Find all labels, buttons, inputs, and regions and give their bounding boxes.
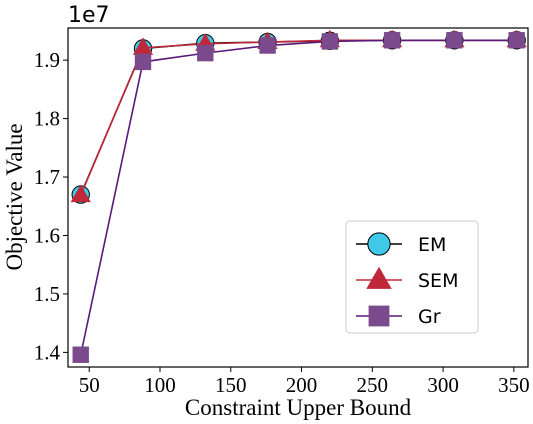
data-point-gr — [321, 33, 339, 50]
legend-marker-gr — [368, 305, 390, 327]
x-tick-label: 200 — [286, 373, 318, 397]
x-tick-label: 50 — [79, 373, 100, 397]
legend-marker-sem — [366, 266, 392, 289]
legend-item-em: EM — [356, 232, 446, 256]
data-point-gr — [72, 346, 89, 363]
data-point-gr — [134, 53, 152, 71]
data-point-sem — [70, 184, 91, 203]
data-point-gr — [446, 32, 463, 49]
x-axis-label: Constraint Upper Bound — [185, 395, 412, 420]
y-tick-label: 1.9 — [34, 48, 60, 72]
y-axis-label: Objective Value — [2, 123, 27, 270]
y-tick-label: 1.4 — [34, 340, 61, 364]
data-point-gr — [383, 32, 401, 49]
series-gr — [72, 32, 525, 363]
plot-frame — [67, 27, 529, 368]
y-tick-label: 1.5 — [34, 282, 60, 306]
series-line-gr — [79, 39, 517, 355]
y-tick-label: 1.7 — [34, 165, 60, 189]
legend-item-sem: SEM — [356, 266, 458, 292]
data-point-gr — [197, 44, 214, 62]
y-tick-label: 1.6 — [34, 223, 60, 247]
y-tick-label: 1.8 — [34, 107, 60, 131]
x-tick-label: 100 — [144, 373, 176, 397]
x-tick-label: 350 — [498, 373, 530, 397]
legend-label: EM — [418, 234, 446, 256]
legend: EM SEM Gr — [345, 220, 479, 334]
x-tick-label: 150 — [215, 373, 247, 397]
legend-item-gr: Gr — [356, 305, 441, 328]
data-point-gr — [259, 37, 276, 54]
y-scale-label: 1e7 — [68, 3, 110, 28]
legend-label: SEM — [418, 270, 458, 292]
x-tick-label: 250 — [357, 373, 389, 397]
legend-marker-em — [367, 232, 391, 256]
data-point-gr — [508, 32, 525, 49]
x-tick-label: 300 — [427, 373, 459, 397]
legend-label: Gr — [418, 306, 441, 328]
